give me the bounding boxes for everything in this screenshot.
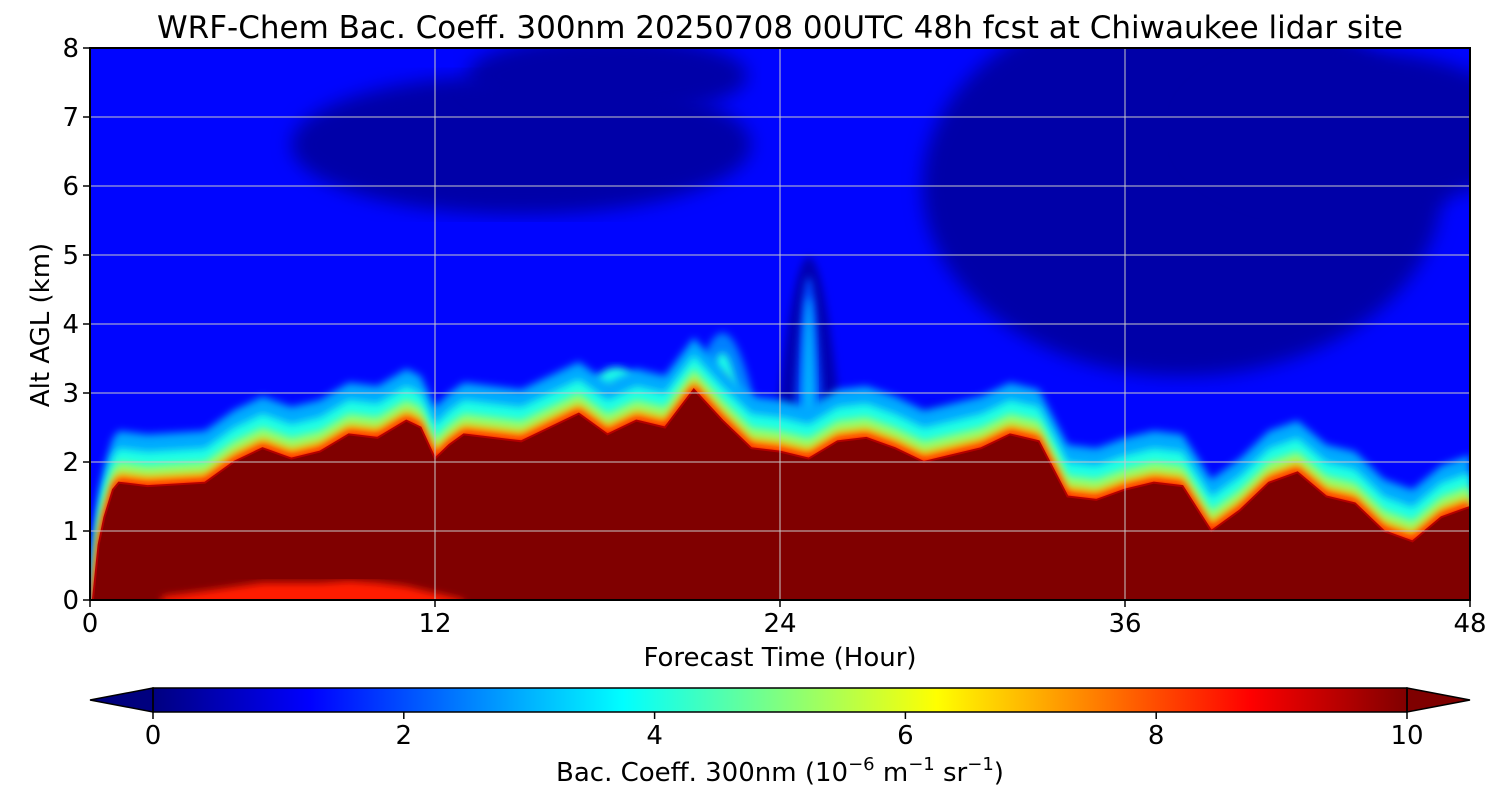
y-axis-label: Alt AGL (km) xyxy=(26,243,56,407)
colorbar-tick-label-0: 0 xyxy=(145,721,162,751)
y-tick-label-8: 8 xyxy=(62,34,79,64)
colorbar-tick-label-2: 4 xyxy=(646,721,663,751)
near-surface-layer xyxy=(161,580,464,600)
field-low-value-region-3 xyxy=(467,48,748,116)
y-tick-label-5: 5 xyxy=(62,241,79,271)
backscatter-field xyxy=(90,48,1470,600)
colorbar-frame xyxy=(152,687,1408,713)
x-axis-label: Forecast Time (Hour) xyxy=(643,643,916,673)
x-tick-label-2: 24 xyxy=(763,609,796,639)
colorbar-tick-label-1: 2 xyxy=(396,721,413,751)
colorbar-label: Bac. Coeff. 300nm (10−6 m−1 sr−1) xyxy=(556,754,1004,788)
y-tick-label-7: 7 xyxy=(62,103,79,133)
colorbar-tick-label-3: 6 xyxy=(897,721,914,751)
field-low-value-region-2 xyxy=(1185,50,1470,211)
colorbar-label-unit-m: m xyxy=(875,758,909,788)
boundary-layer-core xyxy=(91,388,1470,600)
colorbar-tick-label-5: 10 xyxy=(1390,721,1423,751)
colorbar-ramp xyxy=(153,688,1407,712)
gridlines xyxy=(90,48,1470,600)
y-tick-label-3: 3 xyxy=(62,379,79,409)
chart-title: WRF-Chem Bac. Coeff. 300nm 20250708 00UT… xyxy=(157,10,1403,46)
y-tick-label-1: 1 xyxy=(62,517,79,547)
y-tick-label-2: 2 xyxy=(62,448,79,478)
colorbar-label-exp1: −6 xyxy=(848,754,875,775)
colorbar-label-exp2: −1 xyxy=(908,754,935,775)
x-tick-label-4: 48 xyxy=(1453,609,1486,639)
plot-area xyxy=(90,48,1470,600)
x-tick-label-0: 0 xyxy=(82,609,99,639)
x-tick-label-1: 12 xyxy=(418,609,451,639)
y-tick-label-0: 0 xyxy=(62,586,79,616)
colorbar-extend-high xyxy=(1406,687,1471,713)
colorbar-label-exp3: −1 xyxy=(967,754,994,775)
x-tick-label-3: 36 xyxy=(1108,609,1141,639)
y-tick-label-6: 6 xyxy=(62,172,79,202)
y-axis-ticks: 0 1 2 3 4 5 6 7 8 xyxy=(62,34,90,616)
x-axis-ticks: 0 12 24 36 48 xyxy=(82,600,1487,639)
colorbar-tick-label-4: 8 xyxy=(1148,721,1165,751)
y-tick-label-4: 4 xyxy=(62,310,79,340)
colorbar-label-unit-sr: sr xyxy=(935,758,968,788)
colorbar-extend-low xyxy=(89,687,154,713)
colorbar-ticks: 0 2 4 6 8 10 xyxy=(145,712,1424,751)
colorbar-label-main: Bac. Coeff. 300nm (10 xyxy=(556,758,848,788)
colorbar: 0 2 4 6 8 10 Bac. Coeff. 300nm (10−6 m−1 sr−1… xyxy=(89,687,1471,788)
colorbar-label-end: ) xyxy=(994,758,1004,788)
